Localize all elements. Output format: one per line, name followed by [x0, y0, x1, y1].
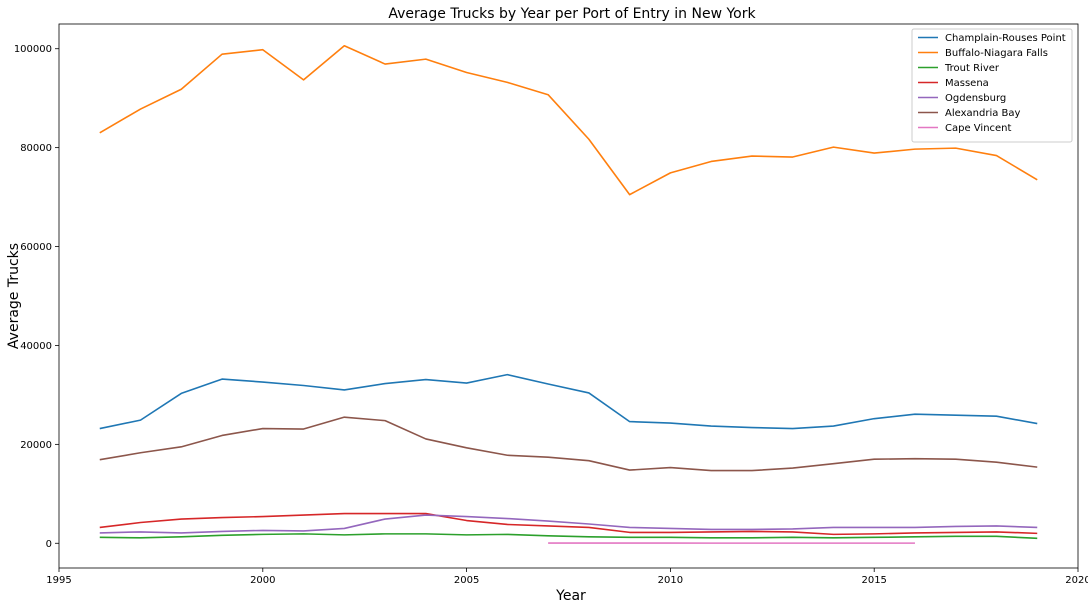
- x-axis-label: Year: [555, 588, 586, 604]
- x-axis: 1995 2000 2005 2010 2015 2020: [46, 568, 1088, 586]
- x-tick-label: 2010: [658, 575, 683, 586]
- legend-label: Trout River: [944, 63, 1000, 74]
- x-tick-label: 2015: [861, 575, 886, 586]
- legend-label: Alexandria Bay: [945, 108, 1021, 119]
- legend-label: Ogdensburg: [945, 93, 1006, 104]
- chart-title: Average Trucks by Year per Port of Entry…: [388, 6, 756, 22]
- y-tick-label: 0: [46, 539, 52, 550]
- legend-label: Champlain-Rouses Point: [945, 33, 1066, 44]
- y-tick-label: 20000: [20, 440, 52, 451]
- y-tick-label: 60000: [20, 242, 52, 253]
- plot-area: [58, 23, 1079, 569]
- x-tick-label: 2005: [454, 575, 479, 586]
- y-tick-label: 80000: [20, 143, 52, 154]
- legend-box: [911, 28, 1073, 143]
- series-line-buffalo-niagara-falls: [99, 44, 1038, 196]
- series-line-massena: [99, 512, 1038, 536]
- y-axis-label: Average Trucks: [6, 243, 22, 349]
- series-line-champlain-rouses-point: [99, 373, 1038, 430]
- x-tick-label: 2000: [250, 575, 275, 586]
- y-axis: 0 20000 40000 60000 80000 100000: [14, 44, 59, 550]
- series-line-alexandria-bay: [99, 416, 1038, 472]
- legend-label: Massena: [945, 78, 989, 89]
- x-tick-label: 2020: [1065, 575, 1088, 586]
- y-tick-label: 40000: [20, 341, 52, 352]
- series-line-ogdensburg: [99, 514, 1038, 534]
- series-line-trout-river: [99, 533, 1038, 540]
- x-tick-label: 1995: [46, 575, 71, 586]
- legend-label: Buffalo-Niagara Falls: [945, 48, 1048, 59]
- legend-label: Cape Vincent: [945, 123, 1012, 134]
- y-tick-label: 100000: [14, 44, 52, 55]
- series-layer: [99, 44, 1038, 544]
- legend: Champlain-Rouses Point Buffalo-Niagara Fa…: [911, 28, 1073, 143]
